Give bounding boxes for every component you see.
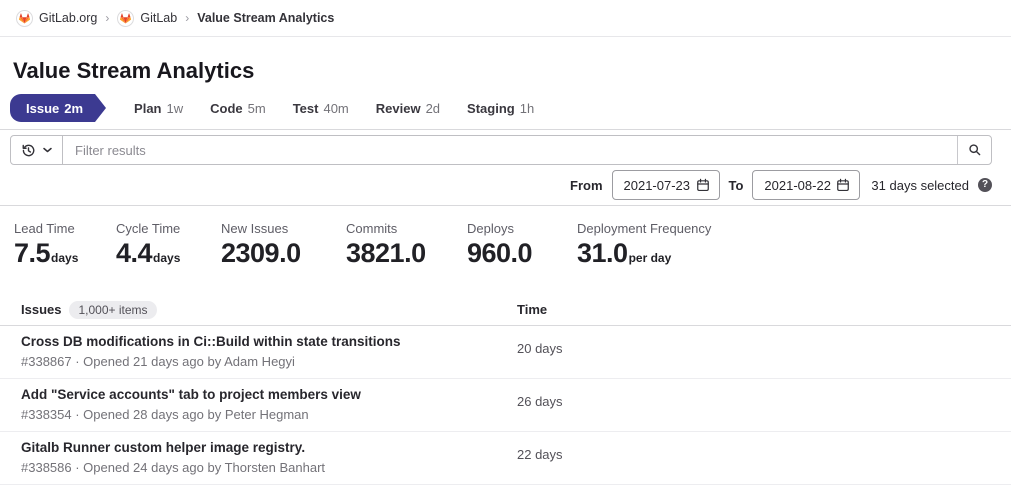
stage-tab-test[interactable]: Test 40m (292, 100, 349, 116)
issue-time: 26 days (517, 394, 563, 409)
table-row[interactable]: Add "Service accounts" tab to project me… (0, 379, 1011, 432)
issue-meta: #338867 · Opened 21 days ago by Adam Heg… (21, 354, 295, 369)
metric-cycle-time: Cycle Time 4.4days (116, 221, 181, 268)
breadcrumb-item-gitlab[interactable]: GitLab (117, 9, 178, 27)
breadcrumb-label: GitLab (140, 11, 178, 25)
metric-new-issues: New Issues 2309.0 (221, 221, 301, 268)
chevron-down-icon (43, 147, 52, 153)
issue-meta: #338586 · Opened 24 days ago by Thorsten… (21, 460, 326, 475)
search-icon (968, 144, 980, 156)
breadcrumb: GitLab.org › GitLab › Value Stream Analy… (0, 0, 1011, 37)
breadcrumb-label: GitLab.org (39, 11, 98, 25)
to-label: To (728, 177, 744, 193)
table-row[interactable]: Gitalb Runner custom helper image regist… (0, 432, 1011, 485)
metrics-row: Lead Time 7.5days Cycle Time 4.4days New… (10, 206, 1001, 284)
breadcrumb-item-gitlab-org[interactable]: GitLab.org (16, 9, 98, 27)
items-count-badge: 1,000+ items (69, 300, 157, 319)
stage-tab-review[interactable]: Review 2d (375, 100, 441, 116)
issue-title[interactable]: Add "Service accounts" tab to project me… (21, 387, 361, 402)
gitlab-tanuki-icon (117, 9, 135, 27)
breadcrumb-separator: › (185, 11, 190, 25)
filter-history-dropdown[interactable] (11, 136, 63, 164)
stage-tab-plan[interactable]: Plan 1w (134, 100, 184, 116)
breadcrumb-item-current: Value Stream Analytics (197, 11, 335, 25)
from-label: From (570, 177, 603, 193)
filter-results-input[interactable] (63, 136, 957, 164)
breadcrumb-separator: › (105, 11, 110, 25)
filter-section: From 2021-07-23 To 2021-08-22 31 days se… (0, 129, 1011, 206)
issues-column-header: Issues (21, 302, 62, 317)
table-row[interactable]: Cross DB modifications in Ci::Build with… (0, 326, 1011, 379)
metric-deployment-frequency: Deployment Frequency 31.0per day (577, 221, 712, 268)
stage-tab-issue[interactable]: Issue 2m (10, 94, 107, 122)
calendar-icon (837, 178, 850, 192)
metric-commits: Commits 3821.0 (346, 221, 426, 268)
filter-bar (10, 135, 992, 165)
page-title: Value Stream Analytics (13, 58, 255, 83)
to-date-input[interactable]: 2021-08-22 (752, 170, 861, 200)
search-button[interactable] (957, 136, 991, 164)
to-date-value: 2021-08-22 (764, 177, 831, 193)
issue-meta: #338354 · Opened 28 days ago by Peter He… (21, 407, 309, 422)
days-selected-text: 31 days selected (871, 177, 969, 193)
issue-title[interactable]: Gitalb Runner custom helper image regist… (21, 440, 306, 455)
from-date-input[interactable]: 2021-07-23 (611, 170, 720, 200)
issue-time: 22 days (517, 447, 563, 462)
history-icon (22, 144, 35, 156)
issue-title[interactable]: Cross DB modifications in Ci::Build with… (21, 334, 401, 349)
help-icon[interactable]: ? (978, 178, 992, 192)
stage-tab-code[interactable]: Code 5m (210, 100, 266, 116)
calendar-icon (696, 178, 709, 192)
gitlab-tanuki-icon (16, 9, 33, 27)
time-column-header: Time (517, 302, 548, 317)
issue-time: 20 days (517, 341, 563, 356)
stage-path: Issue 2m Plan 1w Code 5m Test 40m Review… (10, 94, 1001, 122)
metric-deploys: Deploys 960.0 (467, 221, 533, 268)
issues-table: Issues 1,000+ items Time Cross DB modifi… (0, 294, 1011, 485)
from-date-value: 2021-07-23 (623, 177, 691, 193)
date-range-row: From 2021-07-23 To 2021-08-22 31 days se… (10, 170, 992, 200)
stage-tab-staging[interactable]: Staging 1h (467, 100, 535, 116)
metric-lead-time: Lead Time 7.5days (14, 221, 79, 268)
issues-table-header: Issues 1,000+ items Time (0, 294, 1011, 326)
